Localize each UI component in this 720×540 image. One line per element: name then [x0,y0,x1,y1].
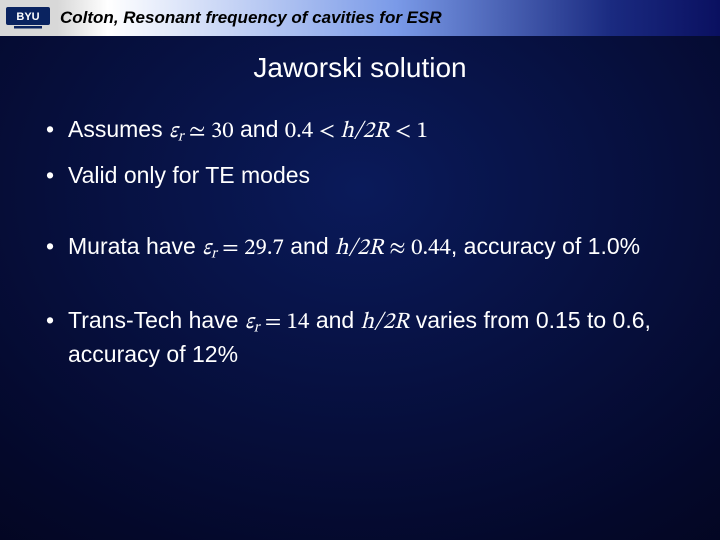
slide-content: Assumes εr ≃ 30 and 0.4 < h/2R < 1 Valid… [0,114,720,370]
bullet-item: Murata have εr = 29.7 and h/2R ≈ 0.44, a… [40,231,690,265]
byu-logo: BYU [6,5,50,31]
math-expr: εr = 14 [245,311,310,334]
bullet-item: Trans-Tech have εr = 14 and h/2R varies … [40,305,690,370]
bullet-text: Murata have [68,233,202,259]
math-expr: h/2R [361,311,410,334]
slide-header: BYU Colton, Resonant frequency of caviti… [0,0,720,36]
bullet-text: and [309,307,360,333]
bullet-text: Valid only for TE modes [68,162,310,188]
slide-title: Jaworski solution [0,52,720,84]
bullet-text: Trans-Tech have [68,307,245,333]
bullet-text: and [234,116,285,142]
bullet-text: , accuracy of 1.0% [451,233,640,259]
spacer [40,277,690,305]
math-expr: εr ≃ 30 [169,120,234,143]
math-expr: εr = 29.7 [202,237,284,260]
spacer [40,203,690,231]
header-text: Colton, Resonant frequency of cavities f… [60,8,442,28]
bullet-text: Assumes [68,116,169,142]
svg-text:BYU: BYU [16,11,39,23]
bullet-text: and [284,233,335,259]
bullet-item: Assumes εr ≃ 30 and 0.4 < h/2R < 1 [40,114,690,148]
math-expr: 0.4 < h/2R < 1 [285,120,428,143]
bullet-item: Valid only for TE modes [40,160,690,191]
math-expr: h/2R ≈ 0.44 [335,237,451,260]
